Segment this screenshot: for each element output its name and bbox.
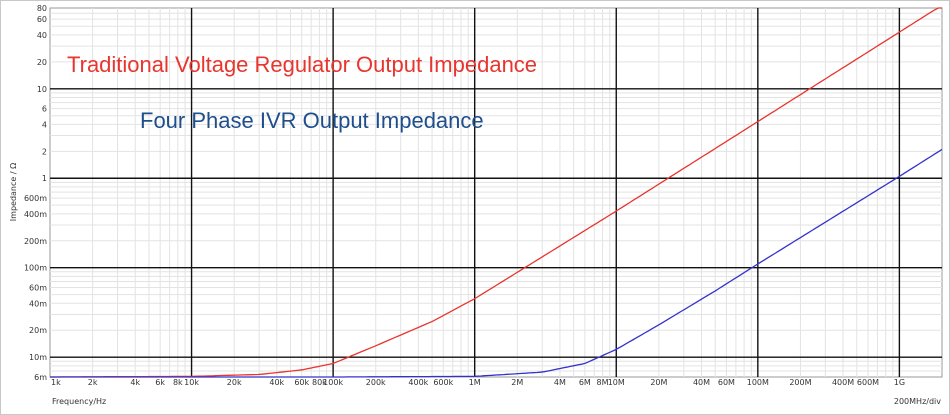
- x-tick-label: 60M: [718, 378, 735, 387]
- x-tick-label: 600M: [857, 378, 879, 387]
- x-tick-label: 10M: [608, 378, 625, 387]
- y-tick-label: 100m: [24, 264, 47, 273]
- x-div-label: 200MHz/div: [894, 397, 941, 406]
- y-tick-labels: 10m 100m 1 10 6m 20m 40m 60m 200m 400m 600m 2 4 6 20 40…: [24, 4, 47, 382]
- x-tick-label: 60k: [294, 378, 309, 387]
- y-tick-label: 400m: [24, 210, 47, 219]
- x-tick-label: 1G: [894, 378, 905, 387]
- x-axis-title: Frequency/Hz: [52, 397, 106, 406]
- x-tick-label: 4k: [130, 378, 140, 387]
- x-tick-label: 10k: [184, 378, 199, 387]
- x-tick-label: 600k: [433, 378, 453, 387]
- y-tick-label: 40: [37, 31, 47, 40]
- x-tick-label: 200M: [789, 378, 811, 387]
- annotation-ivr: Four Phase IVR Output Impedance: [140, 108, 484, 133]
- y-tick-label: 20m: [29, 326, 47, 335]
- x-tick-label: 20M: [650, 378, 667, 387]
- y-tick-label: 80: [37, 4, 47, 13]
- x-tick-label: 1k: [51, 378, 61, 387]
- y-tick-label: 6: [42, 105, 47, 114]
- x-tick-label: 20k: [227, 378, 242, 387]
- series-line-ivr: [50, 148, 943, 378]
- x-tick-label: 2M: [511, 378, 523, 387]
- y-tick-label: 600m: [24, 194, 47, 203]
- x-tick-label: 2k: [88, 378, 98, 387]
- x-tick-label: 4M: [554, 378, 566, 387]
- y-tick-label: 60m: [29, 284, 47, 293]
- y-tick-label: 10: [37, 85, 47, 94]
- y-axis-title: Impedance / Ω: [9, 163, 18, 221]
- y-tick-label: 4: [42, 120, 47, 129]
- major-grid: [50, 8, 942, 377]
- y-tick-label: 6m: [34, 373, 47, 382]
- y-tick-label: 20: [37, 58, 47, 67]
- annotation-traditional: Traditional Voltage Regulator Output Imp…: [67, 52, 537, 77]
- y-tick-label: 40m: [29, 299, 47, 308]
- x-tick-label: 40k: [269, 378, 284, 387]
- y-tick-label: 200m: [24, 237, 47, 246]
- x-tick-label: 400k: [408, 378, 428, 387]
- x-tick-label: 100M: [747, 378, 769, 387]
- y-tick-label: 60: [37, 15, 47, 24]
- x-tick-label: 6M: [579, 378, 591, 387]
- series-layer: [50, 7, 943, 378]
- x-tick-label: 80k: [312, 378, 327, 387]
- x-tick-label: 8M: [597, 378, 609, 387]
- x-tick-label: 40M: [693, 378, 710, 387]
- y-tick-label: 1: [42, 174, 47, 183]
- y-tick-label: 10m: [29, 353, 47, 362]
- minor-grid: [49, 7, 943, 378]
- series-line-traditional: [50, 7, 942, 378]
- x-tick-label: 6k: [155, 378, 165, 387]
- x-tick-labels: 1k 10k 100k 1M 10M 100M 1G 2k 4k 6k 8k 20k 40k 60k 80k…: [51, 378, 905, 387]
- x-tick-label: 1M: [469, 378, 481, 387]
- y-tick-label: 2: [42, 147, 47, 156]
- x-tick-label: 200k: [366, 378, 386, 387]
- x-tick-label: 8k: [173, 378, 183, 387]
- x-tick-label: 100k: [323, 378, 343, 387]
- x-tick-label: 400M: [832, 378, 854, 387]
